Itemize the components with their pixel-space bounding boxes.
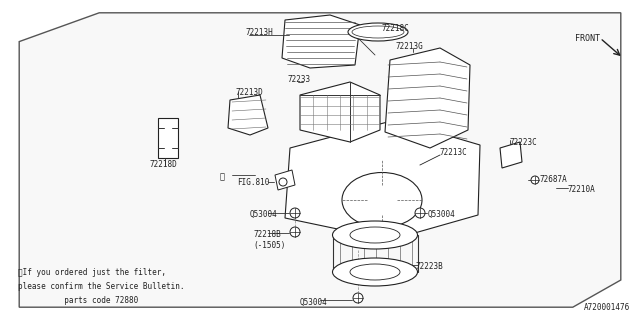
Polygon shape	[500, 142, 522, 168]
Text: Q53004: Q53004	[250, 210, 278, 219]
Text: please confirm the Service Bulletin.: please confirm the Service Bulletin.	[18, 282, 184, 291]
Text: parts code 72880: parts code 72880	[18, 296, 138, 305]
Polygon shape	[385, 48, 470, 148]
Polygon shape	[228, 95, 268, 135]
Ellipse shape	[279, 178, 287, 186]
Text: 72223C: 72223C	[510, 138, 538, 147]
Ellipse shape	[290, 227, 300, 237]
Ellipse shape	[353, 293, 363, 303]
Ellipse shape	[352, 26, 404, 38]
Ellipse shape	[348, 23, 408, 41]
Polygon shape	[282, 15, 360, 68]
Polygon shape	[19, 13, 621, 307]
Text: 72213G: 72213G	[395, 42, 423, 51]
Ellipse shape	[350, 264, 400, 280]
Text: 72687A: 72687A	[540, 175, 568, 184]
Text: 72213D: 72213D	[235, 88, 263, 97]
Polygon shape	[300, 82, 380, 142]
Text: 72218D: 72218D	[150, 160, 178, 169]
Ellipse shape	[333, 258, 417, 286]
Text: 72223B: 72223B	[415, 262, 443, 271]
Text: ※: ※	[220, 172, 225, 181]
Text: 72233: 72233	[288, 75, 311, 84]
Polygon shape	[275, 170, 295, 190]
Text: Q53004: Q53004	[428, 210, 456, 219]
Text: FRONT: FRONT	[575, 34, 600, 43]
Text: Q53004: Q53004	[300, 298, 328, 307]
Text: 72218C: 72218C	[382, 24, 410, 33]
Text: FIG.810: FIG.810	[237, 178, 269, 187]
Polygon shape	[158, 118, 178, 158]
Text: A720001476: A720001476	[584, 303, 630, 312]
Text: ※If you ordered just the filter,: ※If you ordered just the filter,	[18, 268, 166, 277]
Ellipse shape	[333, 221, 417, 249]
Text: 72218B: 72218B	[253, 230, 281, 239]
Text: 72213H: 72213H	[245, 28, 273, 37]
Ellipse shape	[415, 208, 425, 218]
Ellipse shape	[342, 172, 422, 228]
Text: (-1505): (-1505)	[253, 241, 285, 250]
Ellipse shape	[290, 208, 300, 218]
Text: 72213C: 72213C	[440, 148, 468, 157]
Ellipse shape	[350, 227, 400, 243]
Polygon shape	[285, 120, 480, 240]
Ellipse shape	[531, 176, 539, 184]
Text: 72210A: 72210A	[568, 185, 596, 194]
